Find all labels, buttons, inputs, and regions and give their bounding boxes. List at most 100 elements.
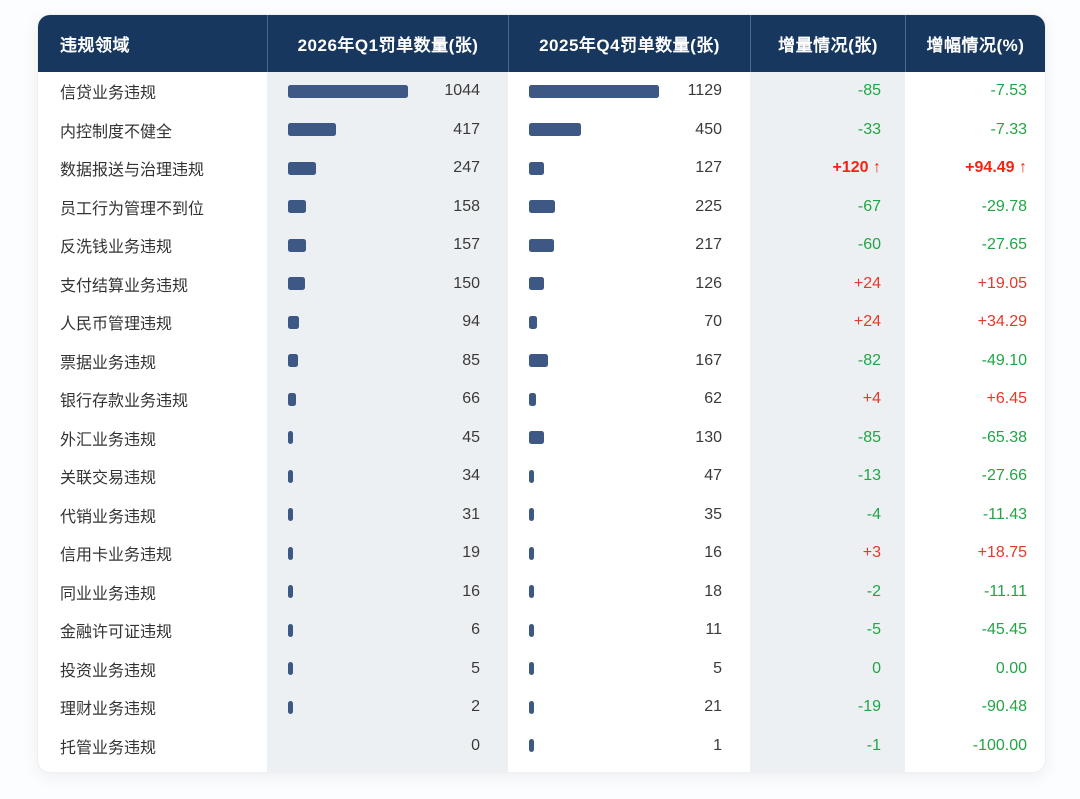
delta-count-value: -85 [857,428,881,446]
table-row: 金融许可证违规 6 11 -5 -45.45 [38,611,1045,650]
q4-bar [529,161,544,175]
table-row: 理财业务违规 2 21 -19 -90.48 [38,688,1045,727]
q1-value: 247 [453,159,480,177]
table-row: 同业业务违规 16 18 -2 -11.11 [38,573,1045,612]
q4-value: 225 [695,197,722,215]
q1-bar-cell: 31 [267,496,508,535]
table-row: 数据报送与治理违规 247 127 +120 ↑ +94.49 ↑ [38,149,1045,188]
delta-percent-value: +19.05 [977,274,1027,292]
q4-bar [529,315,538,329]
q4-bar-cell: 35 [508,496,750,535]
q4-bar-cell: 1 [508,727,750,766]
q1-bar-cell: 66 [267,380,508,419]
q4-bar-cell: 217 [508,226,750,265]
delta-percent-value: -45.45 [981,621,1027,639]
q4-value: 47 [704,467,722,485]
q1-bar-cell: 94 [267,303,508,342]
q1-bar-cell: 1044 [267,72,508,111]
q4-bar-cell: 130 [508,419,750,458]
header-q1-2026-count: 2026年Q1罚单数量(张) [267,15,508,72]
q1-value: 417 [453,120,480,138]
header-delta-percent: 增幅情况(%) [905,15,1045,72]
header-delta-count: 增量情况(张) [750,15,905,72]
table-row: 托管业务违规 0 1 -1 -100.00 [38,727,1045,766]
q1-bar [288,623,293,637]
delta-percent-value: -29.78 [981,197,1027,215]
delta-count-value: 0 [872,659,881,677]
q1-value: 19 [462,544,480,562]
q1-bar-cell: 157 [267,226,508,265]
q4-value: 11 [705,621,722,639]
q1-value: 150 [453,274,480,292]
q1-bar [288,84,409,98]
table-body: 信贷业务违规 1044 1129 -85 -7.53 内控制度不健全 417 450 -33 -7… [38,72,1045,772]
delta-count-value: -82 [857,351,881,369]
q4-value: 1129 [687,82,722,100]
delta-percent-value: -7.53 [990,82,1027,100]
delta-percent-value: -11.43 [982,505,1027,523]
q1-bar-cell: 247 [267,149,508,188]
q1-value: 6 [471,621,480,639]
delta-count-value: +120 ↑ [832,159,881,177]
violation-area-label: 信用卡业务违规 [60,547,173,565]
q1-value: 157 [453,236,480,254]
violation-area-label: 内控制度不健全 [60,123,173,141]
q1-bar [288,700,293,714]
q4-bar [529,392,537,406]
delta-percent-value: 0.00 [995,659,1027,677]
q4-bar [529,238,554,252]
q1-bar [288,238,307,252]
q1-bar-cell: 45 [267,419,508,458]
violation-area-label: 金融许可证违规 [60,624,173,642]
violation-area-label: 银行存款业务违规 [60,393,189,411]
q1-value: 31 [462,505,480,523]
q1-bar-cell: 6 [267,611,508,650]
table-header: 违规领域 2026年Q1罚单数量(张) 2025年Q4罚单数量(张) 增量情况(… [38,15,1045,72]
q1-value: 45 [462,428,480,446]
table-row: 人民币管理违规 94 70 +24 +34.29 [38,303,1045,342]
q1-value: 16 [462,582,480,600]
violation-area-label: 票据业务违规 [60,354,157,372]
q4-bar-cell: 21 [508,688,750,727]
delta-percent-value: +94.49 ↑ [965,159,1027,177]
q4-bar [529,277,544,291]
delta-count-value: -67 [857,197,881,215]
violation-area-label: 信贷业务违规 [60,85,157,103]
violation-area-label: 同业业务违规 [60,585,157,603]
q4-bar-cell: 16 [508,534,750,573]
q1-bar [288,161,317,175]
q1-bar-cell: 16 [267,573,508,612]
table-row: 支付结算业务违规 150 126 +24 +19.05 [38,265,1045,304]
q4-bar [529,123,581,137]
delta-count-value: -13 [857,467,881,485]
table-row: 反洗钱业务违规 157 217 -60 -27.65 [38,226,1045,265]
q1-bar [288,392,296,406]
header-violation-area: 违规领域 [60,36,130,55]
q4-bar [529,469,535,483]
violation-area-label: 投资业务违规 [60,662,157,680]
q4-bar [529,585,534,599]
delta-percent-value: -100.00 [972,736,1027,754]
q1-bar [288,546,293,560]
q1-value: 34 [462,467,480,485]
q4-value: 62 [704,390,722,408]
q1-value: 85 [462,351,480,369]
q4-value: 167 [695,351,722,369]
violation-area-label: 代销业务违规 [60,508,157,526]
delta-count-value: -33 [857,120,881,138]
q4-value: 16 [704,544,722,562]
q4-bar-cell: 5 [508,650,750,689]
q4-value: 35 [704,505,722,523]
q4-value: 5 [713,659,722,677]
table-row: 内控制度不健全 417 450 -33 -7.33 [38,111,1045,150]
table-body-rows: 信贷业务违规 1044 1129 -85 -7.53 内控制度不健全 417 450 -33 -7… [38,72,1045,765]
delta-column-band [750,72,905,772]
q1-bar [288,123,337,137]
q1-column-band [267,72,508,772]
q1-value: 0 [471,736,480,754]
delta-percent-value: +34.29 [977,313,1027,331]
q4-value: 21 [704,698,722,716]
q1-bar [288,508,293,522]
q1-bar-cell: 85 [267,342,508,381]
q4-value: 70 [704,313,722,331]
